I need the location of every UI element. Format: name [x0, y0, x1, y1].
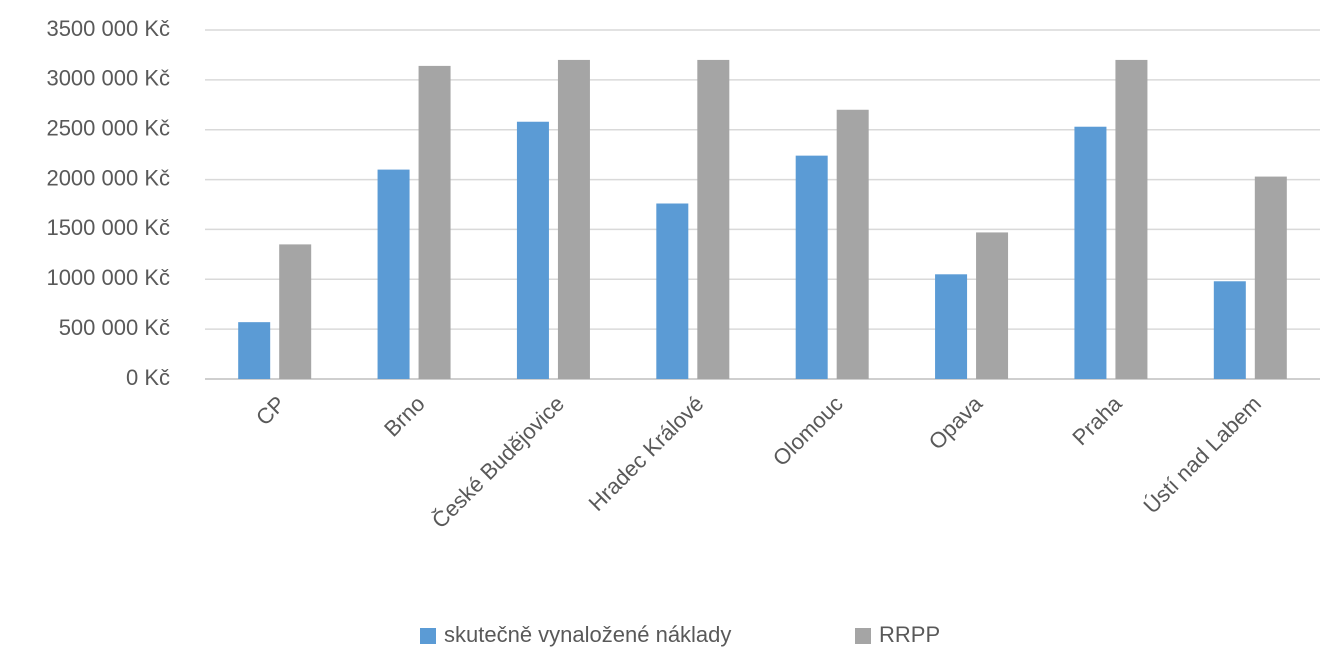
legend-marker [855, 628, 871, 644]
bar [1115, 59, 1148, 380]
bar [1213, 281, 1246, 379]
y-tick-label: 1500 000 Kč [46, 215, 170, 240]
bar [836, 109, 869, 380]
legend-marker [420, 628, 436, 644]
bar [976, 232, 1009, 379]
y-tick-label: 3500 000 Kč [46, 16, 170, 41]
x-tick-label: Praha [1067, 390, 1127, 450]
x-tick-label: Opava [924, 390, 988, 454]
bar [557, 59, 590, 380]
bar [516, 121, 549, 379]
x-tick-label: České Budějovice [427, 391, 569, 533]
bar [935, 274, 968, 379]
bar [656, 203, 689, 379]
bar [1074, 126, 1107, 379]
bar [279, 244, 312, 379]
legend-label: skutečně vynaložené náklady [444, 622, 731, 647]
x-tick-label: Ústí nad Labem [1138, 391, 1266, 519]
y-tick-label: 2000 000 Kč [46, 165, 170, 190]
y-tick-label: 1000 000 Kč [46, 265, 170, 290]
x-tick-label: Brno [379, 391, 430, 442]
y-tick-label: 0 Kč [126, 365, 170, 390]
x-tick-label: Olomouc [768, 391, 848, 471]
bar [377, 169, 410, 379]
bar [795, 155, 828, 379]
y-tick-label: 3000 000 Kč [46, 66, 170, 91]
bar [238, 322, 271, 379]
bar [697, 59, 730, 380]
y-tick-label: 2500 000 Kč [46, 116, 170, 141]
y-tick-label: 500 000 Kč [59, 315, 170, 340]
bar [418, 65, 451, 379]
bar [1254, 176, 1287, 379]
legend-label: RRPP [879, 622, 940, 647]
x-tick-label: CP [251, 391, 290, 430]
x-tick-label: Hradec Králové [584, 391, 709, 516]
